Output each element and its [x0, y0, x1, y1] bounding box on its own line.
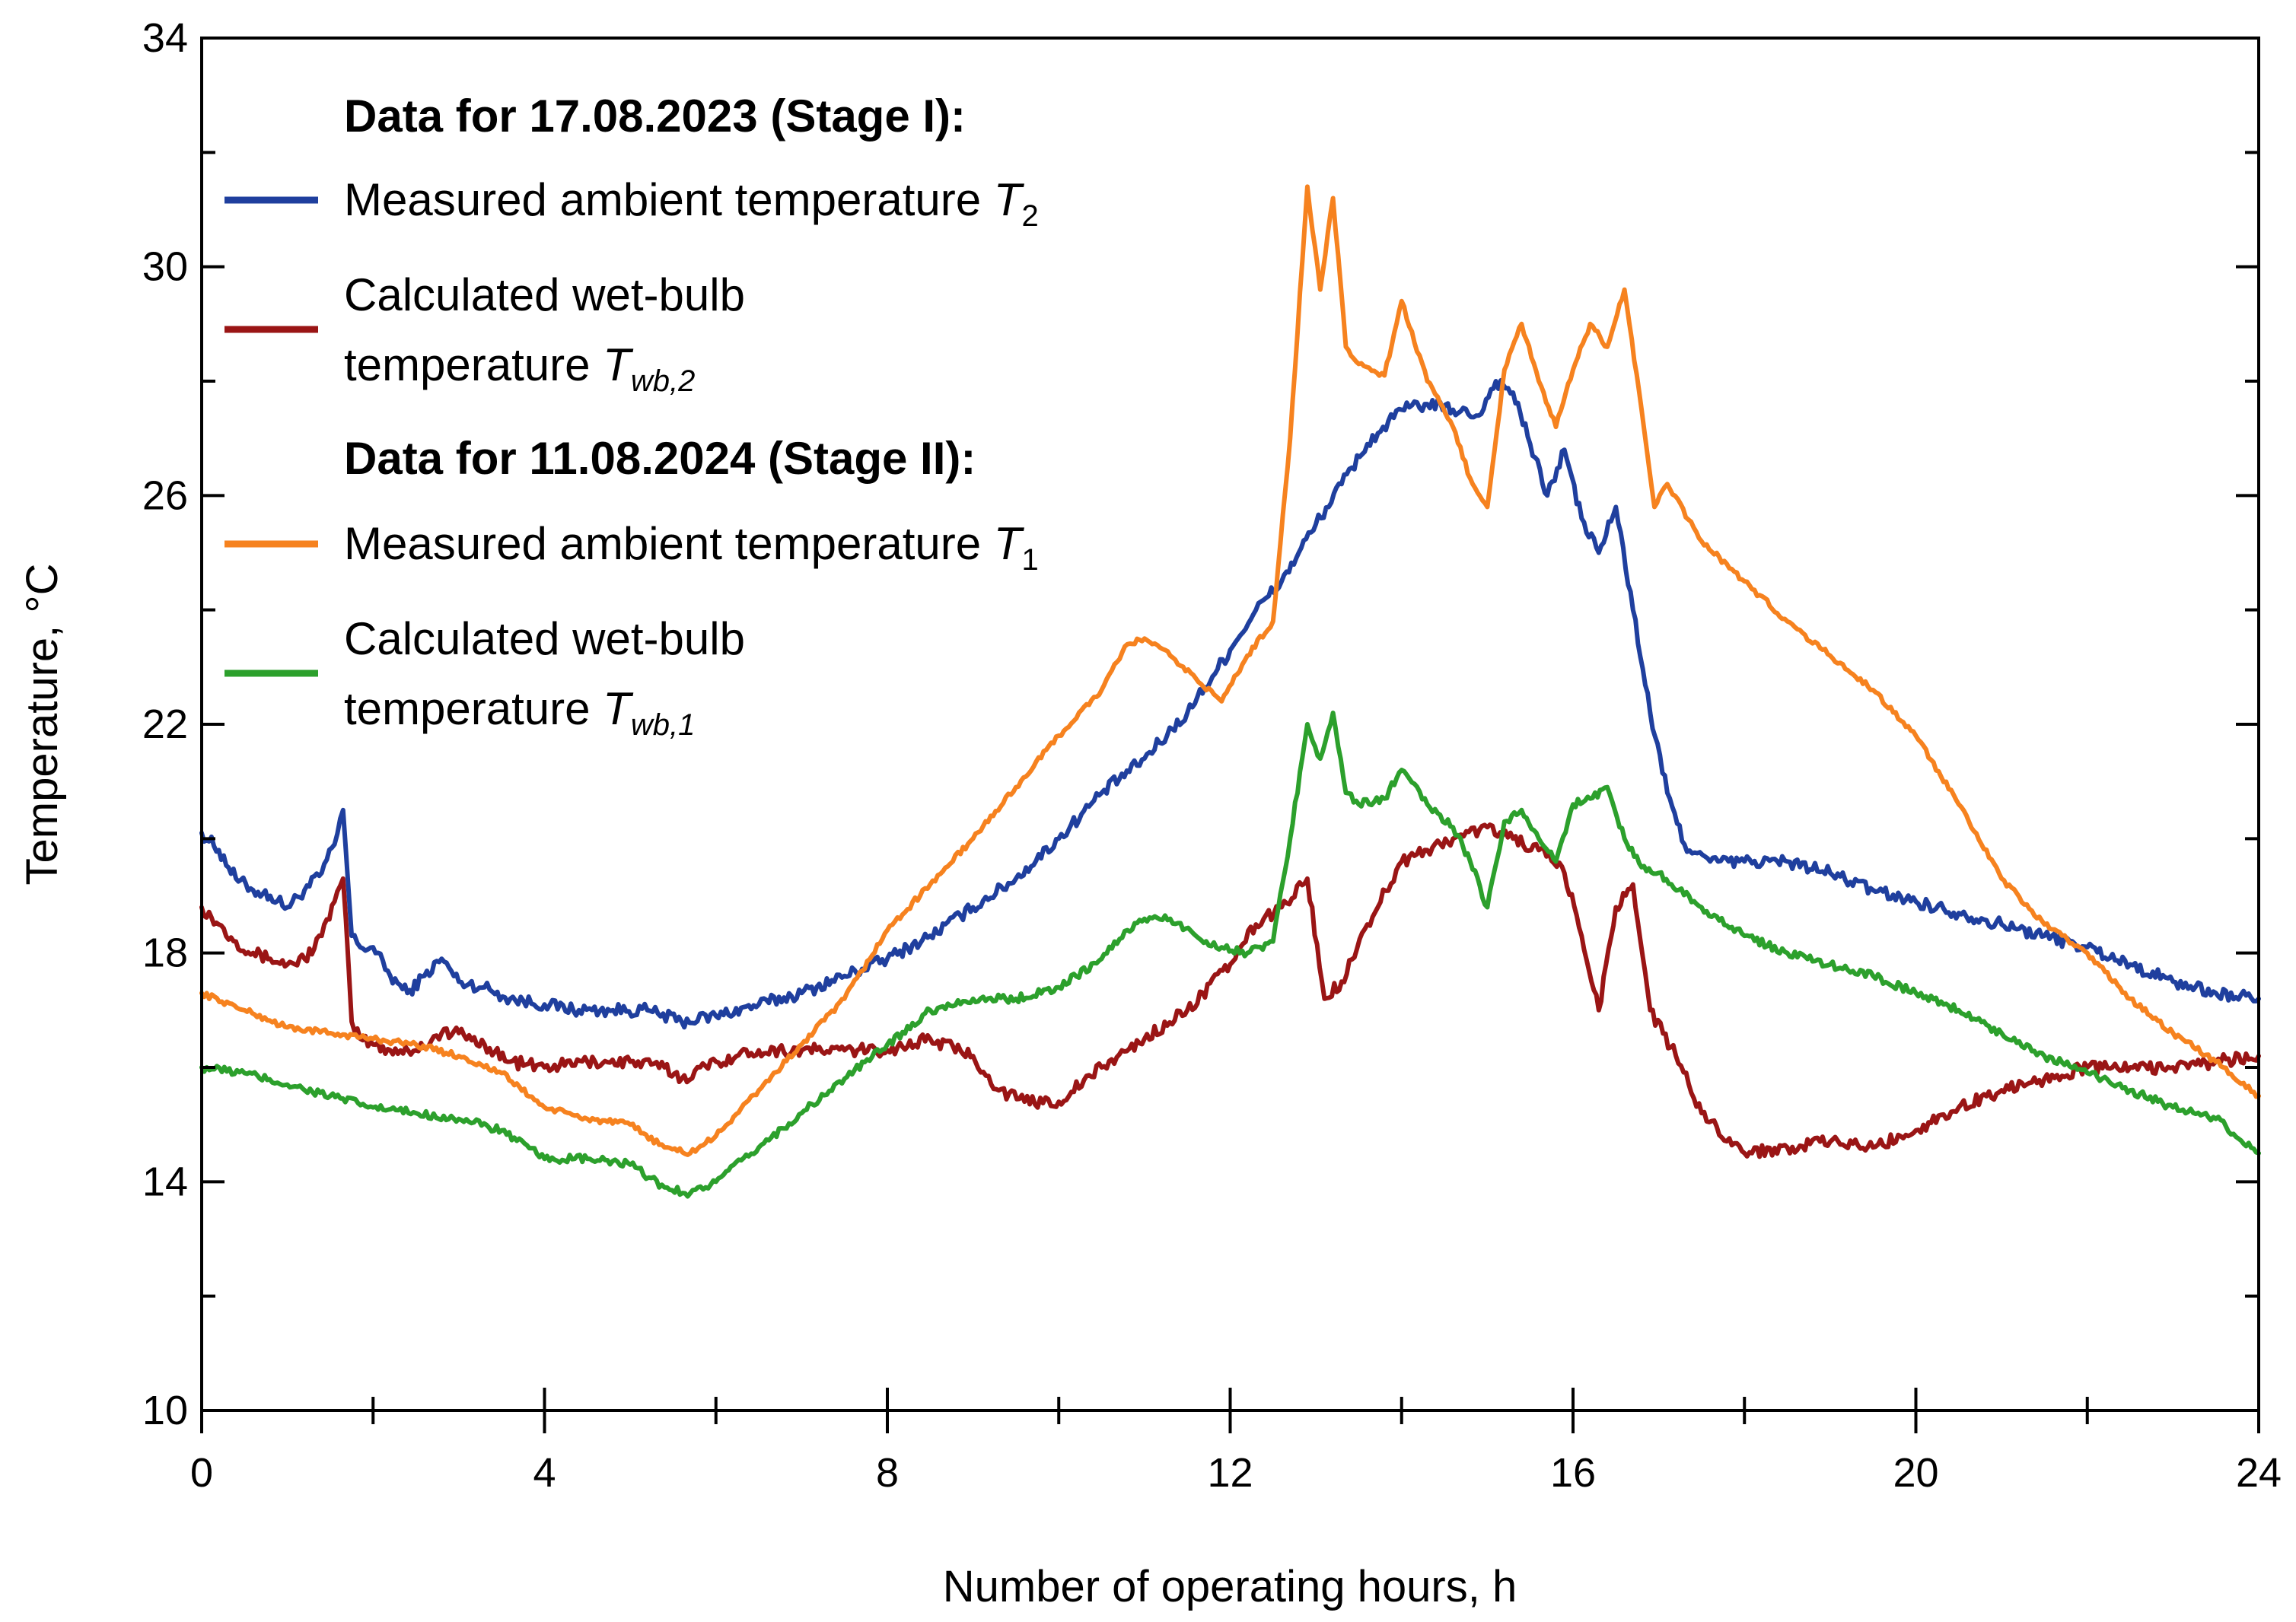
legend-label-twb2-line1: Calculated wet-bulb [344, 269, 745, 320]
legend-label-twb1-line1: Calculated wet-bulb [344, 613, 745, 664]
series-line-4 [199, 711, 2261, 1199]
legend-label-twb1-line2: temperature Twb,1 [344, 683, 695, 742]
x-axis-title: Number of operating hours, h [943, 1562, 1517, 1611]
legend-group2-title: Data for 11.08.2024 (Stage II): [344, 433, 976, 484]
x-tick-label: 0 [190, 1450, 213, 1496]
series-line-3 [199, 184, 2261, 1157]
series-line-1 [199, 378, 2261, 1030]
x-tick-label: 24 [2236, 1450, 2282, 1496]
x-tick-label: 20 [1893, 1450, 1938, 1496]
y-tick-label: 26 [142, 472, 188, 518]
y-tick-label: 14 [142, 1159, 188, 1204]
y-axis-title: Temperature, °C [18, 564, 67, 886]
y-tick-label: 34 [142, 15, 188, 61]
x-tick-label: 8 [876, 1450, 899, 1496]
y-tick-label: 18 [142, 930, 188, 976]
series-line-2 [199, 822, 2261, 1159]
y-tick-label: 30 [142, 244, 188, 290]
legend-label-t2: Measured ambient temperature T2 [344, 174, 1039, 233]
legend-label-t1: Measured ambient temperature T1 [344, 518, 1039, 577]
legend-group1-title: Data for 17.08.2023 (Stage I): [344, 91, 966, 142]
x-tick-label: 16 [1550, 1450, 1596, 1496]
x-tick-label: 12 [1207, 1450, 1253, 1496]
tick-layer: 10 14 18 22 26 30 34 0 4 8 12 16 20 24 [142, 15, 2282, 1496]
legend: Data for 17.08.2023 (Stage I): Measured … [225, 91, 1039, 742]
y-tick-label: 22 [142, 701, 188, 747]
x-tick-label: 4 [533, 1450, 556, 1496]
series-layer [199, 184, 2261, 1199]
y-tick-label: 10 [142, 1388, 188, 1433]
legend-label-twb2-line2: temperature Twb,2 [344, 339, 695, 398]
